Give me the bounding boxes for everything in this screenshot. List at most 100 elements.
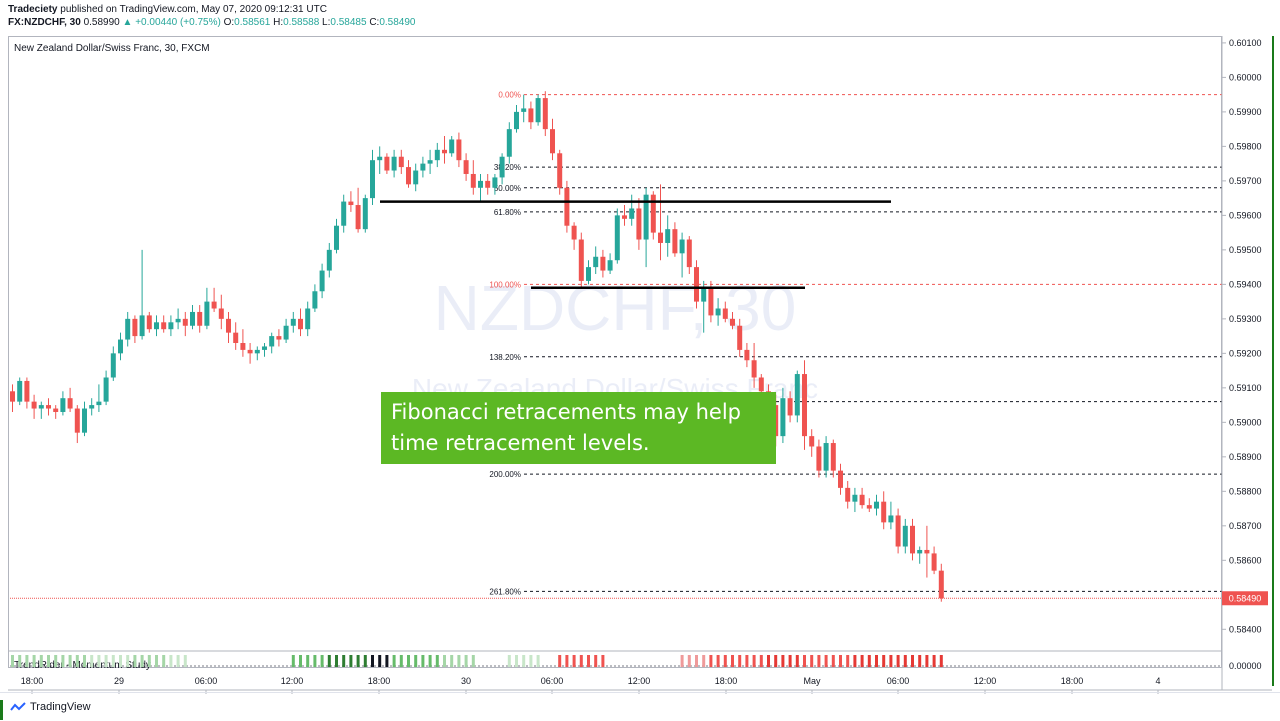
- candle-body: [24, 380, 30, 402]
- indicator-bar: [299, 655, 302, 667]
- candle-body: [874, 501, 879, 509]
- price-tick-label: 0.59100: [1229, 383, 1262, 393]
- symbol-label: FX:NZDCHF, 30: [8, 17, 81, 28]
- up-arrow-icon: ▲: [122, 17, 133, 28]
- indicator-bar: [68, 655, 72, 667]
- time-tick-label: 29: [114, 676, 124, 686]
- indicator-bar: [846, 655, 850, 667]
- indicator-bar: [882, 655, 886, 667]
- price-tick-label: 0.59500: [1229, 245, 1262, 255]
- indicator-bar: [572, 655, 576, 667]
- indicator-pane[interactable]: TrendRider - Momentum Study 0.00000: [8, 650, 1262, 671]
- indicator-bar: [853, 655, 857, 667]
- candle-body: [175, 318, 181, 323]
- candle-body: [636, 208, 642, 240]
- candle-body: [751, 360, 757, 378]
- slide-accent-bar-left: [0, 700, 3, 720]
- low-label: L:: [322, 17, 331, 28]
- candle-body: [146, 315, 152, 330]
- indicator-bar: [817, 655, 821, 667]
- candle-body: [622, 215, 627, 219]
- annotation-line-1: Fibonacci retracements may help: [391, 400, 741, 424]
- indicator-bar: [752, 655, 756, 667]
- indicator-bar: [601, 655, 605, 667]
- candle-body: [377, 156, 383, 161]
- candle-body: [838, 470, 843, 488]
- time-tick-label: 12:00: [281, 676, 304, 686]
- price-axis[interactable]: 0.60100 0.60000 0.59900 0.59800 0.59700 0.596…: [1221, 36, 1262, 690]
- candle-body: [499, 156, 505, 178]
- indicator-bar: [320, 655, 324, 667]
- candle-body: [809, 436, 815, 447]
- candle-body: [10, 391, 15, 402]
- candle-body: [74, 408, 80, 433]
- candle-body: [449, 139, 455, 154]
- indicator-bar: [392, 655, 396, 667]
- ohlc-line: FX:NZDCHF, 30 0.58990 ▲ +0.00440 (+0.75%…: [8, 17, 415, 28]
- indicator-bar: [716, 655, 720, 667]
- indicator-bar: [443, 655, 446, 667]
- indicator-bar: [781, 655, 785, 667]
- indicator-bar: [407, 655, 410, 667]
- candle-body: [593, 256, 599, 268]
- indicator-bar: [831, 655, 835, 667]
- fib-level-label: 61.80%: [494, 208, 521, 217]
- tradingview-brand[interactable]: TradingView: [10, 701, 91, 713]
- candle-body: [384, 156, 390, 171]
- indicator-bar: [90, 655, 94, 667]
- price-tick-label: 0.59200: [1229, 348, 1262, 358]
- candle-body: [254, 349, 260, 354]
- publisher-line: Tradeciety published on TradingView.com,…: [8, 4, 327, 15]
- indicator-bar: [774, 655, 778, 667]
- candle-body: [931, 553, 937, 571]
- candle-body: [917, 549, 923, 554]
- indicator-bar: [32, 655, 36, 667]
- candle-body: [362, 198, 368, 230]
- candle-body: [161, 322, 167, 330]
- candle-body: [881, 501, 887, 523]
- candle-body: [492, 177, 498, 188]
- slide-accent-bar: [1272, 36, 1274, 686]
- price-tick-label: 0.60100: [1229, 38, 1262, 48]
- candle-body: [902, 525, 908, 547]
- candle-body: [629, 208, 635, 219]
- candle-body: [564, 187, 570, 226]
- candle-body: [506, 129, 512, 157]
- candle-body: [110, 353, 116, 378]
- candle-body: [686, 239, 692, 268]
- indicator-bar: [889, 655, 893, 667]
- annotation-line-2: time retracement levels.: [391, 431, 650, 455]
- price-change: +0.00440 (+0.75%): [135, 17, 221, 28]
- price-tick-label: 0.58900: [1229, 452, 1262, 462]
- candle-body: [168, 322, 174, 330]
- candle-body: [60, 398, 66, 412]
- candle-body: [305, 308, 311, 330]
- candle-body: [650, 194, 656, 233]
- candle-body: [226, 318, 231, 333]
- candle-body: [722, 308, 728, 319]
- indicator-bar: [414, 655, 418, 667]
- price-tick-label: 0.59900: [1229, 107, 1262, 117]
- indicator-bar: [363, 655, 367, 667]
- candles: [10, 91, 944, 602]
- indicator-bar: [47, 655, 50, 667]
- candle-body: [802, 374, 807, 437]
- price-tick-label: 0.59000: [1229, 417, 1262, 427]
- price-tick-label: 0.59700: [1229, 176, 1262, 186]
- candle-body: [132, 318, 138, 337]
- indicator-bar: [385, 655, 389, 667]
- candle-body: [182, 318, 188, 326]
- candle-body: [269, 336, 275, 347]
- time-axis[interactable]: 18:00 29 06:00 12:00 18:00 30 06:00 12:00 18:00 M…: [8, 676, 1272, 694]
- indicator-bar: [457, 655, 461, 667]
- indicator-bar: [731, 655, 734, 667]
- time-tick-label: May: [803, 676, 821, 686]
- fib-level-label: 100.00%: [489, 280, 521, 289]
- candle-body: [571, 225, 577, 240]
- candle-body: [938, 570, 944, 599]
- indicator-bar: [111, 655, 115, 667]
- fib-level-label: 200.00%: [489, 470, 521, 479]
- indicator-bar: [464, 655, 468, 667]
- candle-body: [730, 318, 735, 326]
